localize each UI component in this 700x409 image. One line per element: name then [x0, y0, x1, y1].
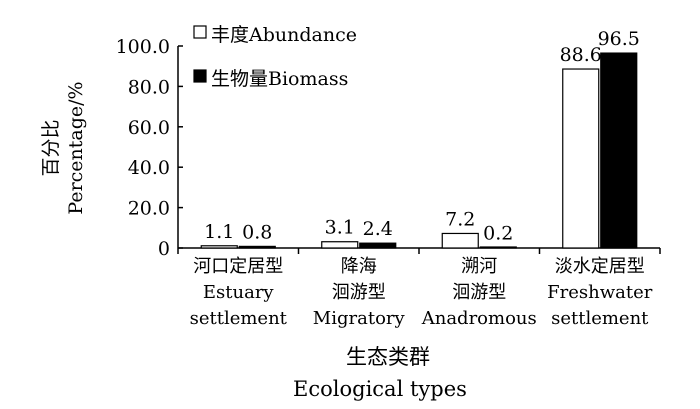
bar-abundance [441, 232, 479, 249]
y-tick-label: 40.0 [128, 157, 170, 179]
x-axis-title-en: Ecological types [293, 377, 467, 401]
legend-swatch-abundance [193, 25, 207, 39]
bar-abundance [562, 68, 600, 249]
data-labels: 1.1 0.8 3.1 2.4 7.2 0.2 88.696.5 [204, 28, 640, 245]
category-label: 河口定居型 [193, 256, 283, 277]
category-label: Estuary [203, 282, 275, 303]
bar-biomass [359, 242, 397, 249]
y-tick-label: 0 [158, 238, 170, 260]
category-label: 降海 [341, 256, 377, 277]
data-label-abundance: 3.1 [325, 217, 355, 239]
y-tick-label: 80.0 [128, 76, 170, 98]
y-axis-title-zh: 百分比 [40, 119, 62, 176]
category-label: 溯河 [461, 256, 497, 277]
y-tick-label: 60.0 [128, 117, 170, 139]
legend-swatch-biomass [193, 69, 207, 83]
y-tick-label: 100.0 [116, 36, 170, 58]
data-label-abundance: 1.1 [204, 221, 234, 243]
data-label-abundance: 88.6 [560, 44, 602, 66]
category-label: 洄游型 [332, 282, 386, 303]
category-label: settlement [190, 308, 288, 329]
legend: 丰度Abundance 生物量Biomass [193, 24, 357, 90]
x-axis-title-zh: 生态类群 [346, 345, 430, 369]
data-label-biomass: 0.2 [483, 223, 513, 245]
data-label-biomass: 96.5 [598, 28, 640, 50]
bar-biomass [479, 246, 517, 249]
bar-abundance [200, 245, 238, 249]
category-label: 洄游型 [452, 282, 506, 303]
bar-biomass [238, 245, 276, 249]
category-label: 淡水定居型 [555, 256, 645, 277]
y-axis-title-en: Percentage/% [65, 81, 87, 214]
category-label: settlement [551, 308, 649, 329]
bar-abundance [321, 241, 359, 249]
data-label-abundance: 7.2 [445, 208, 475, 230]
legend-label-biomass: 生物量Biomass [211, 68, 348, 90]
bar-biomass [600, 52, 638, 249]
y-tick-label: 20.0 [128, 198, 170, 220]
category-label: Anadromous [421, 308, 537, 329]
category-label: Freshwater [547, 282, 653, 303]
bars [200, 52, 638, 249]
data-label-biomass: 2.4 [363, 218, 393, 240]
data-label-biomass: 0.8 [242, 221, 272, 243]
category-label: Migratory [313, 308, 406, 329]
legend-label-abundance: 丰度Abundance [211, 24, 357, 46]
